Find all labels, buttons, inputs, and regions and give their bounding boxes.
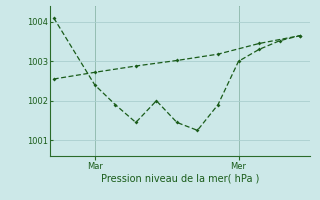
X-axis label: Pression niveau de la mer( hPa ): Pression niveau de la mer( hPa ) <box>101 173 259 183</box>
